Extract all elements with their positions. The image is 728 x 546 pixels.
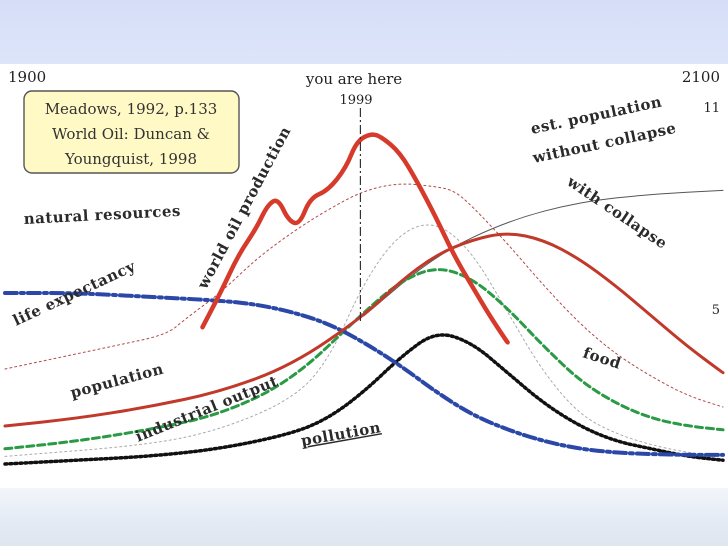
series-line-natural-resources (3, 291, 725, 457)
series-layer (3, 132, 725, 466)
source-note-line-1: Meadows, 1992, p.133 (45, 100, 218, 118)
series-line-industrial-output (3, 268, 725, 451)
right-edge-label-top: 11 (703, 101, 720, 116)
series-label-pollution: pollution (300, 418, 383, 450)
series-line-life-expectancy (4, 183, 724, 408)
series-line-world-oil-production (200, 132, 510, 345)
chart-frame: 1900 2100 11 5 you are here 1999 Meadows… (0, 64, 728, 488)
series-label-with-collapse: with collapse (563, 172, 671, 253)
series-line-pollution (3, 333, 725, 466)
series-label-natural-resources: natural resources (23, 202, 181, 228)
series-label-population: population (68, 360, 165, 402)
source-note-box: Meadows, 1992, p.133 World Oil: Duncan &… (23, 90, 240, 174)
marker-label: you are here (305, 70, 402, 88)
series-label-industrial-output: industrial output (133, 372, 281, 446)
chart-svg: 1900 2100 11 5 you are here 1999 Meadows… (3, 68, 725, 466)
series-line-est-population-without-collapse (363, 189, 724, 317)
marker-year-label: 1999 (339, 93, 372, 108)
series-label-food: food (581, 344, 624, 373)
source-note-line-3: Youngquist, 1998 (64, 150, 197, 168)
source-note-line-2: World Oil: Duncan & (52, 125, 210, 143)
x-end-label: 2100 (682, 68, 720, 86)
right-edge-label-bottom: 5 (712, 303, 720, 318)
x-start-label: 1900 (8, 68, 46, 86)
snowy-footer-background (0, 488, 728, 546)
series-line-population (3, 232, 725, 428)
